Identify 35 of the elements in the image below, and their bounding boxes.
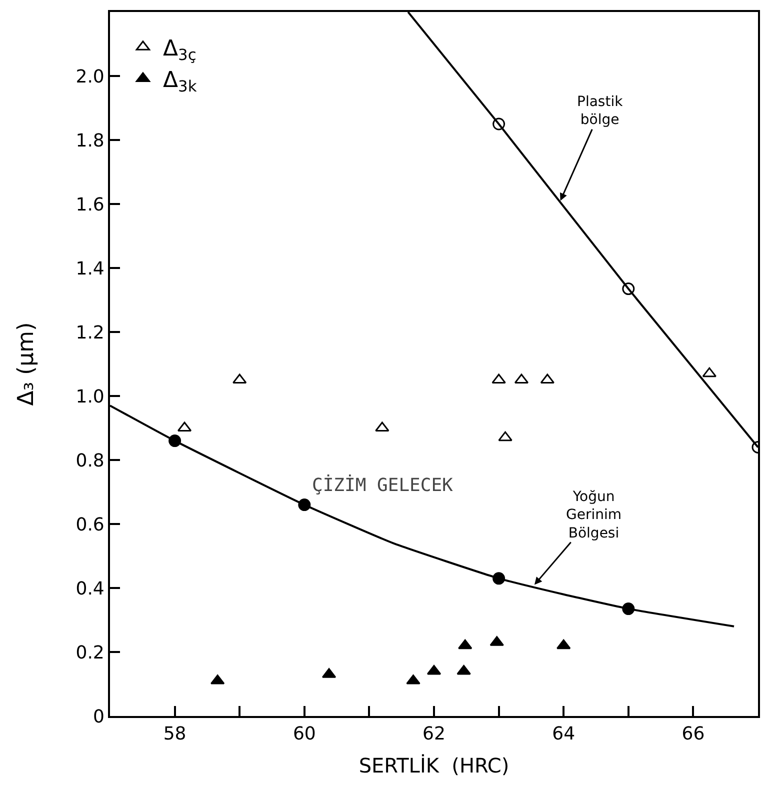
y-tick-label: 0.8 [76,450,104,472]
point [298,498,311,512]
point [622,282,635,296]
point [426,664,442,675]
y-axis-title: Δ₃ (µm) [14,322,39,406]
legend-label: Δ$_{3k}$ [162,68,197,96]
y-tick-label: 0.4 [76,578,104,600]
y-tick-label: 1.8 [76,130,104,152]
point [492,572,506,585]
annotation: Yoğun Gerinim Bölgesi [566,489,622,542]
point [456,664,471,675]
y-tick-label: 1.2 [76,322,104,344]
x-tick-label: 66 [682,724,705,745]
x-axis-title: SERTLİK (HRC) [358,754,510,778]
y-tick-label: 0 [92,706,104,728]
y-tick-label: 0.6 [76,514,104,536]
annotation: ÇİZİM GELECEK [312,474,454,496]
x-tick-label: 58 [163,724,186,745]
annotation: Plastik bölge [577,94,624,128]
x-tick-label: 64 [552,724,576,745]
y-tick-label: 1.0 [76,386,104,408]
y-tick-label: 1.6 [76,194,104,216]
point [458,639,472,650]
legend-label: Δ$_{3ç}$ [162,36,196,64]
y-tick-label: 0.2 [76,642,104,664]
point [702,367,716,378]
point [498,431,512,442]
x-tick-label: 60 [292,724,316,745]
y-tick-label: 1.4 [76,258,104,280]
point [492,118,506,130]
point [168,434,182,448]
x-tick-label: 62 [422,724,446,745]
point [622,602,635,616]
y-tick-label: 2.0 [76,66,104,88]
point [556,639,571,650]
